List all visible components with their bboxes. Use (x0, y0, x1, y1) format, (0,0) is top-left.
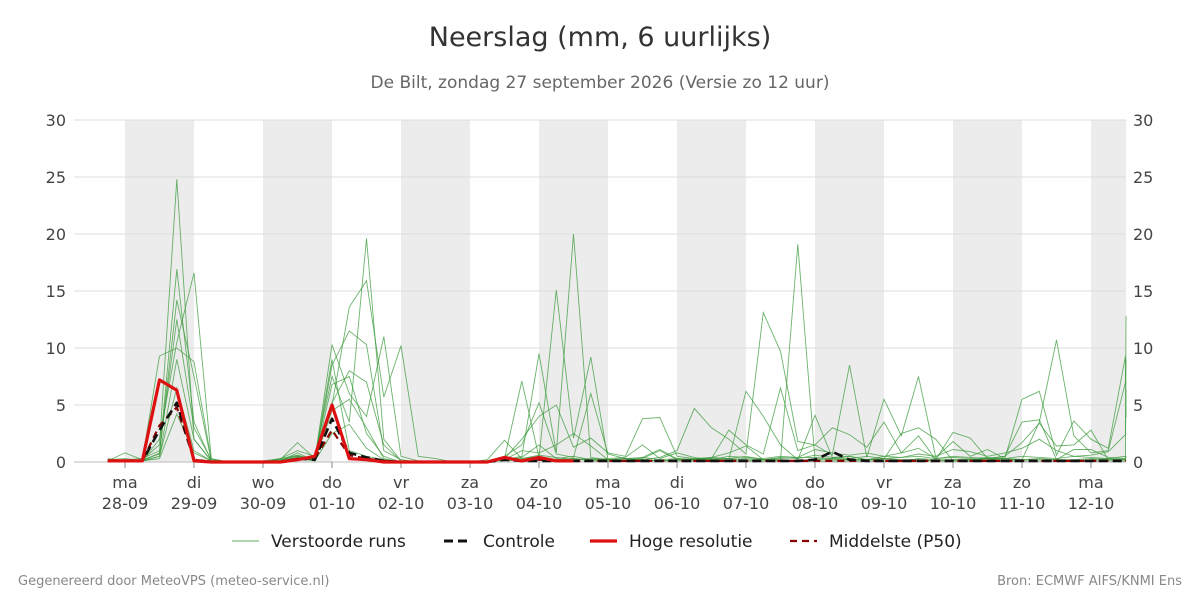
x-tick-date: 08-10 (792, 494, 839, 513)
y-tick-label-right: 0 (1133, 453, 1143, 472)
legend-label: Hoge resolutie (629, 532, 753, 552)
footer-generated-by: Gegenereerd door MeteoVPS (meteo-service… (18, 574, 330, 589)
footer-source: Bron: ECMWF AIFS/KNMI Ens (997, 574, 1182, 589)
y-axis-right: 0 5 10 15 20 25 30 (1133, 111, 1153, 472)
x-tick-date: 05-10 (585, 494, 632, 513)
x-tick-day: ma (1078, 473, 1103, 492)
x-tick-day: za (944, 473, 962, 492)
x-tick-day: do (805, 473, 825, 492)
x-tick-day: vr (393, 473, 409, 492)
legend-label: Middelste (P50) (829, 532, 962, 552)
x-tick-day: ma (112, 473, 137, 492)
y-axis-left: 0 5 10 15 20 25 30 (46, 111, 66, 472)
y-tick-label-left: 15 (46, 282, 66, 301)
x-tick-day: di (670, 473, 685, 492)
perturbed-run-line (107, 269, 1127, 463)
main-series (107, 378, 1127, 464)
y-tick-label-right: 25 (1133, 168, 1153, 187)
x-tick-date: 07-10 (723, 494, 770, 513)
x-tick-date: 29-09 (171, 494, 218, 513)
x-tick-day: zo (1013, 473, 1031, 492)
x-tick-day: zo (530, 473, 548, 492)
legend-label: Verstoorde runs (271, 532, 406, 552)
high-resolution-line (107, 378, 574, 464)
y-tick-label-left: 10 (46, 339, 66, 358)
y-tick-label-left: 30 (46, 111, 66, 130)
x-tick-day: do (322, 473, 342, 492)
y-tick-label-left: 5 (56, 396, 66, 415)
y-tick-label-left: 0 (56, 453, 66, 472)
legend-label: Controle (483, 532, 555, 552)
y-tick-label-right: 15 (1133, 282, 1153, 301)
x-tick-date: 28-09 (102, 494, 149, 513)
x-tick-date: 09-10 (861, 494, 908, 513)
x-tick-day: ma (595, 473, 620, 492)
x-tick-date: 11-10 (999, 494, 1046, 513)
x-tick-day: vr (876, 473, 892, 492)
x-tick-date: 30-09 (240, 494, 287, 513)
x-tick-date: 06-10 (654, 494, 701, 513)
x-tick-date: 04-10 (516, 494, 563, 513)
x-axis: ma 28-09 di 29-09 wo 30-09 do 01-10 vr 02-10 za 03-… (102, 462, 1115, 513)
chart-title: Neerslag (mm, 6 uurlijks) (428, 22, 772, 53)
x-tick-date: 01-10 (309, 494, 356, 513)
chart-subtitle: De Bilt, zondag 27 september 2026 (Versi… (370, 73, 830, 93)
x-tick-date: 02-10 (378, 494, 425, 513)
x-tick-day: wo (735, 473, 758, 492)
x-tick-date: 10-10 (930, 494, 977, 513)
y-tick-label-right: 10 (1133, 339, 1153, 358)
x-tick-day: wo (252, 473, 275, 492)
legend: Verstoorde runs Controle Hoge resolutie Mid… (232, 532, 962, 552)
x-tick-date: 03-10 (447, 494, 494, 513)
x-tick-day: di (187, 473, 202, 492)
y-tick-label-right: 30 (1133, 111, 1153, 130)
y-tick-label-right: 20 (1133, 225, 1153, 244)
x-tick-day: za (461, 473, 479, 492)
x-tick-date: 12-10 (1068, 494, 1115, 513)
y-tick-label-right: 5 (1133, 396, 1143, 415)
y-tick-label-left: 25 (46, 168, 66, 187)
y-tick-label-left: 20 (46, 225, 66, 244)
